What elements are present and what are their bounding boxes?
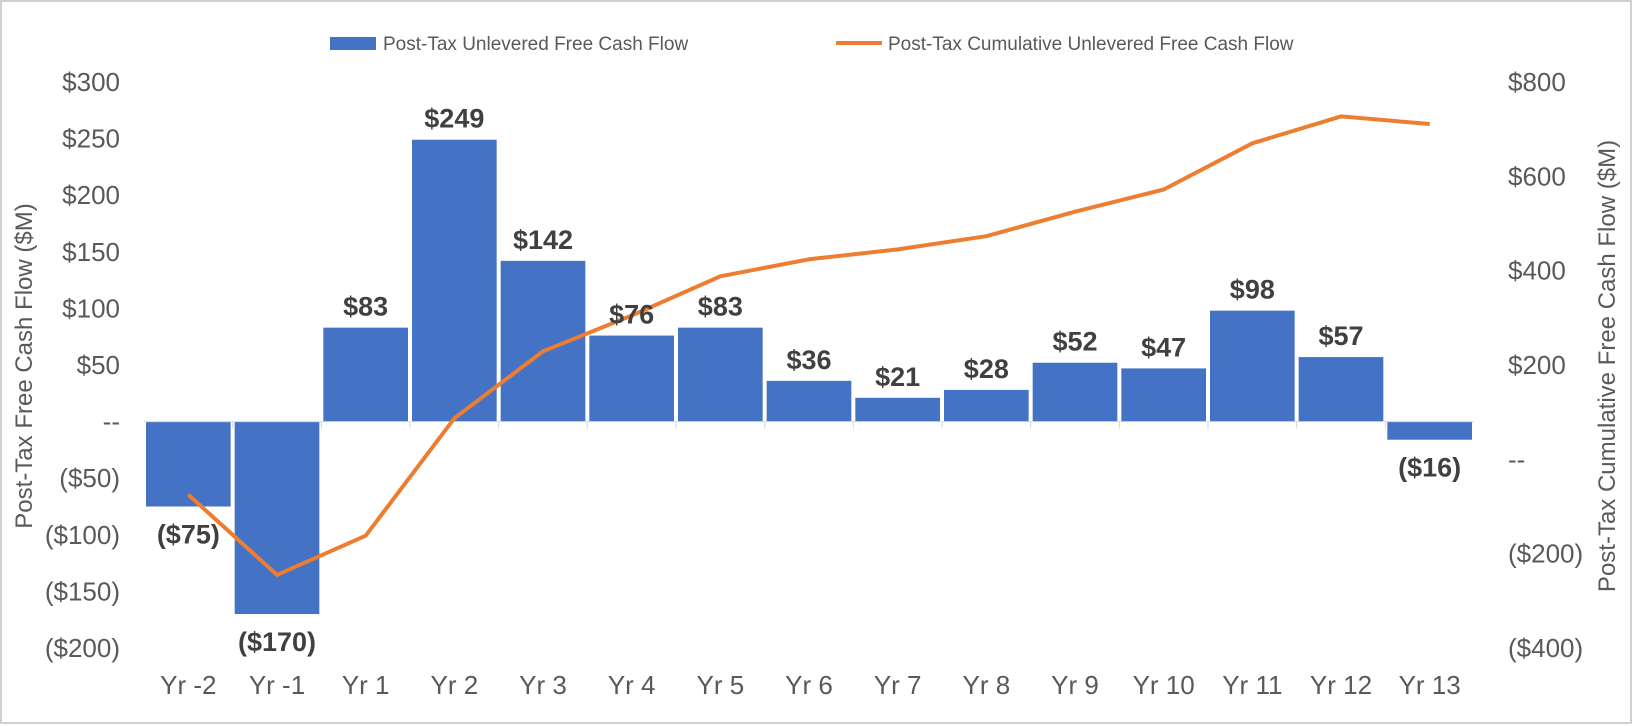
right-tick-label: $200 (1508, 350, 1566, 380)
bar (1298, 357, 1384, 422)
left-tick-label: ($100) (45, 520, 120, 550)
right-tick-label: $400 (1508, 256, 1566, 286)
bar (1121, 368, 1206, 422)
line-series-group (186, 114, 1430, 577)
bar-data-label: $36 (786, 345, 831, 375)
bar-data-label: $21 (875, 362, 920, 392)
bar-data-label: $83 (343, 292, 388, 322)
bar-data-label: $47 (1141, 332, 1186, 362)
x-tick-label: Yr 10 (1133, 670, 1195, 700)
x-tick-label: Yr -2 (160, 670, 216, 700)
bar-data-label: $57 (1318, 321, 1363, 351)
x-tick-label: Yr 5 (696, 670, 744, 700)
bar-data-label: $52 (1052, 327, 1097, 357)
x-tick-label: Yr 9 (1051, 670, 1099, 700)
left-tick-label: $150 (62, 237, 120, 267)
x-tick-label: Yr 12 (1310, 670, 1372, 700)
x-axis-ticks: Yr -2 Yr -1 Yr 1 Yr 2 Yr 3 Yr 4 Yr 5 Yr 6 Yr 7 Yr… (160, 670, 1461, 700)
left-tick-label: ($150) (45, 576, 120, 606)
legend-swatch-bar (330, 37, 376, 50)
bar (412, 139, 497, 422)
left-tick-label: ($200) (45, 633, 120, 663)
bar (234, 421, 320, 615)
bar-data-label: $142 (513, 225, 573, 255)
x-tick-label: Yr -1 (249, 670, 305, 700)
legend-label-bar: Post-Tax Unlevered Free Cash Flow (383, 34, 688, 55)
bar-data-label: $249 (424, 104, 484, 134)
right-tick-label: -- (1508, 444, 1525, 474)
left-tick-label: $250 (62, 124, 120, 154)
legend: Post-Tax Unlevered Free Cash Flow Post-T… (330, 34, 1294, 55)
cumulative-line (186, 114, 1430, 577)
left-tick-label: $50 (77, 350, 120, 380)
bar-data-label: $76 (609, 300, 654, 330)
left-axis-ticks: $300 $250 $200 $150 $100 $50 -- ($50) ($100) ($15… (45, 67, 120, 663)
right-tick-label: ($200) (1508, 539, 1583, 569)
x-tick-label: Yr 7 (874, 670, 922, 700)
bar (766, 380, 852, 422)
bar (589, 335, 674, 422)
left-tick-label: $200 (62, 180, 120, 210)
bar-data-label: $28 (964, 354, 1009, 384)
bar-data-label: ($170) (238, 627, 316, 657)
left-axis-title: Post-Tax Free Cash Flow ($M) (11, 203, 38, 528)
bar (1210, 310, 1295, 422)
x-tick-label: Yr 6 (785, 670, 833, 700)
x-tick-label: Yr 11 (1222, 670, 1282, 700)
x-tick-label: Yr 8 (962, 670, 1010, 700)
right-tick-label: $600 (1508, 161, 1566, 191)
bar (1032, 362, 1118, 422)
bar (678, 327, 763, 422)
bar-data-labels: ($75) ($170) $83 $249 $142 $76 $83 $36 $21 $28 $52… (157, 104, 1461, 657)
left-tick-label: $300 (62, 67, 120, 97)
x-tick-label: Yr 2 (430, 670, 478, 700)
bar (855, 397, 940, 422)
right-tick-label: $800 (1508, 67, 1566, 97)
left-tick-label: ($50) (59, 463, 120, 493)
bar (323, 327, 408, 422)
bar-data-label: $98 (1230, 275, 1275, 305)
bar (146, 421, 231, 507)
x-tick-label: Yr 3 (519, 670, 567, 700)
bar-data-label: $83 (698, 292, 743, 322)
left-tick-label: $100 (62, 293, 120, 323)
right-tick-label: ($400) (1508, 633, 1583, 663)
bar-data-label: ($16) (1398, 453, 1461, 483)
bar-data-label: ($75) (157, 520, 220, 550)
right-axis-ticks: $800 $600 $400 $200 -- ($200) ($400) (1508, 67, 1583, 663)
right-axis-title: Post-Tax Cumulative Free Cash Flow ($M) (1594, 140, 1621, 592)
bar-series (144, 139, 1474, 615)
bar (944, 389, 1029, 422)
x-tick-label: Yr 4 (608, 670, 656, 700)
legend-label-line: Post-Tax Cumulative Unlevered Free Cash … (888, 34, 1294, 55)
bar (1387, 421, 1472, 440)
left-tick-label: -- (103, 407, 120, 437)
x-tick-label: Yr 13 (1399, 670, 1461, 700)
x-tick-label: Yr 1 (342, 670, 390, 700)
